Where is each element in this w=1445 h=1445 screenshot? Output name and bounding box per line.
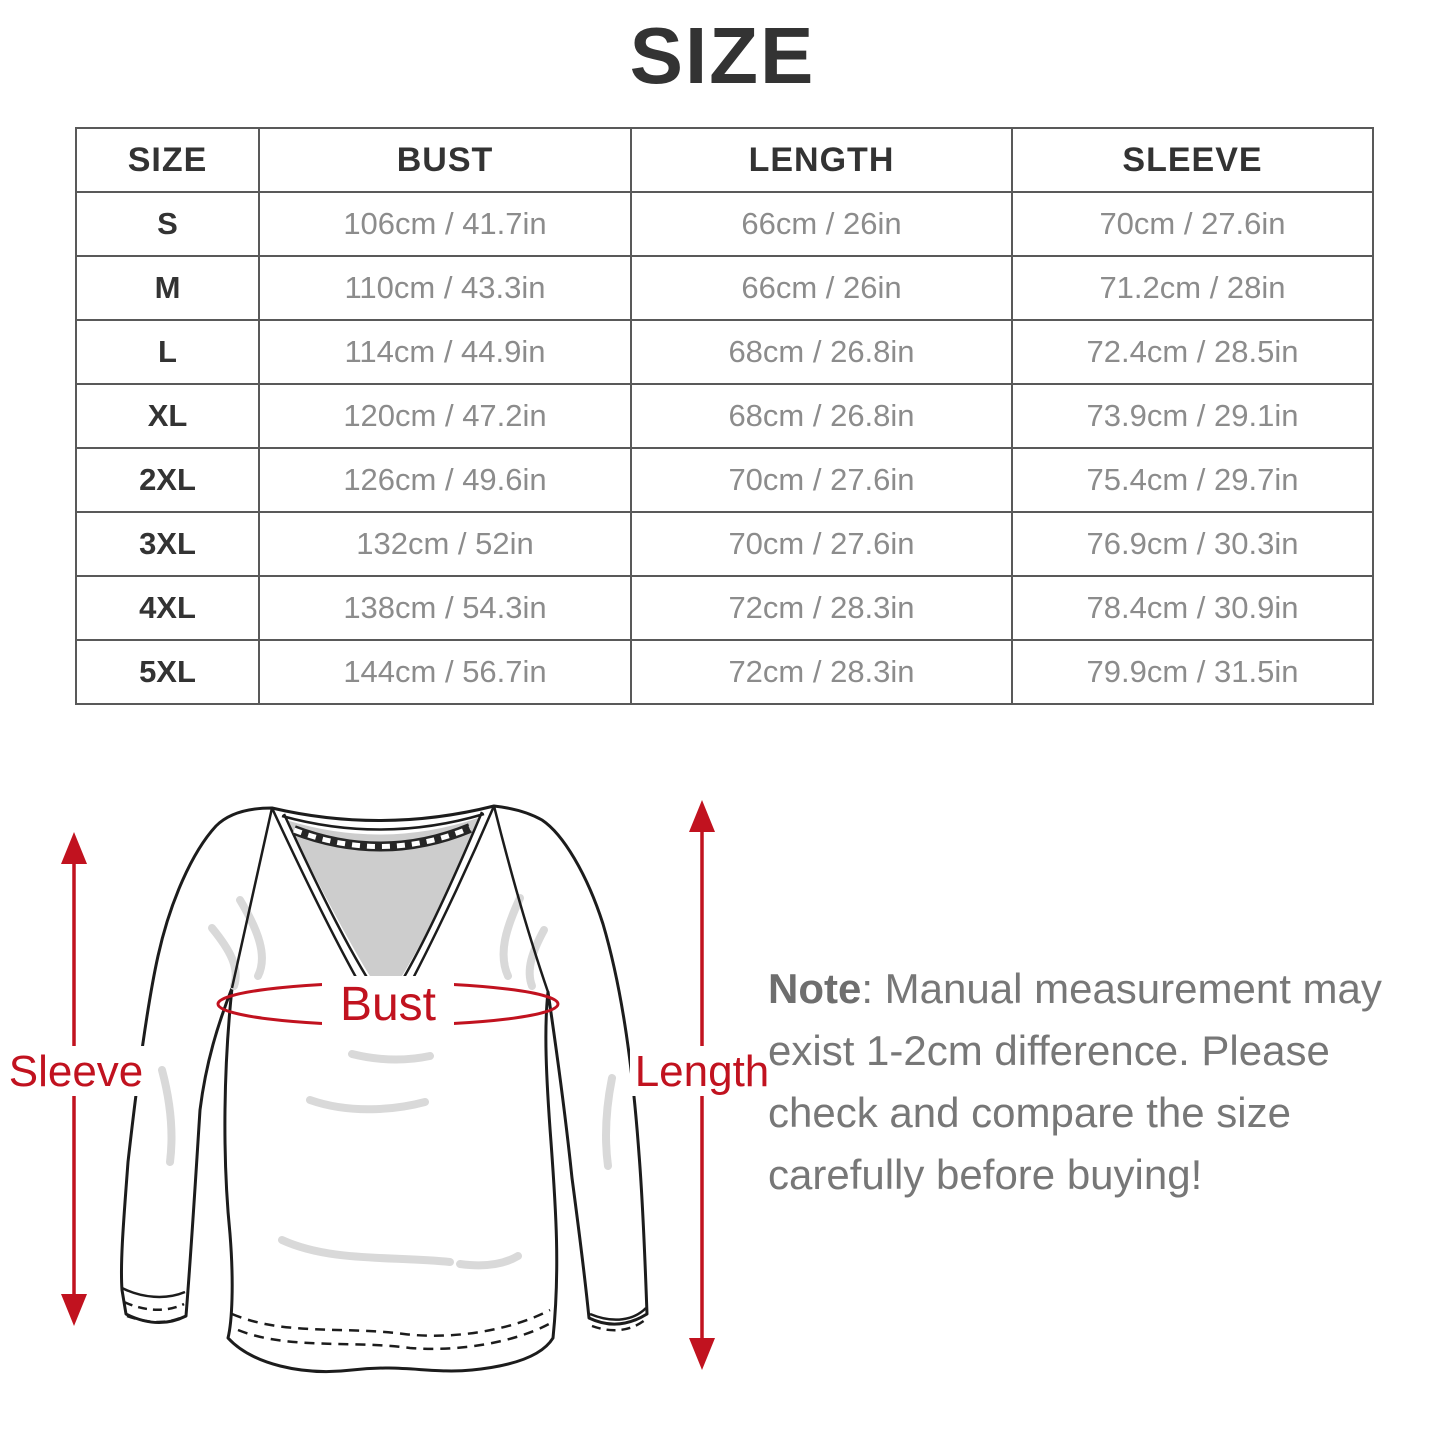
shirt-illustration: Sleeve Length Bust (6, 800, 776, 1374)
page-title: SIZE (629, 11, 816, 100)
bust-cell: 126cm / 49.6in (258, 447, 632, 513)
bust-cell: 106cm / 41.7in (258, 191, 632, 257)
size-cell: 2XL (75, 447, 260, 513)
sleeve-cell: 78.4cm / 30.9in (1011, 575, 1374, 641)
sleeve-cell: 76.9cm / 30.3in (1011, 511, 1374, 577)
fabric-wrinkles (158, 894, 616, 1270)
sleeve-arrow (61, 832, 87, 1326)
bust-label: Bust (340, 978, 436, 1031)
header-bust: BUST (258, 127, 632, 193)
size-cell: XL (75, 383, 260, 449)
header-length: LENGTH (630, 127, 1013, 193)
table-row: M 110cm / 43.3in 66cm / 26in 71.2cm / 28… (75, 255, 1374, 321)
size-cell: M (75, 255, 260, 321)
sleeve-cell: 73.9cm / 29.1in (1011, 383, 1374, 449)
table-row: 3XL 132cm / 52in 70cm / 27.6in 76.9cm / … (75, 511, 1374, 577)
sleeve-cell: 71.2cm / 28in (1011, 255, 1374, 321)
length-label: Length (635, 1047, 770, 1096)
table-row: S 106cm / 41.7in 66cm / 26in 70cm / 27.6… (75, 191, 1374, 257)
size-cell: 3XL (75, 511, 260, 577)
table-row: L 114cm / 44.9in 68cm / 26.8in 72.4cm / … (75, 319, 1374, 385)
sleeve-label: Sleeve (9, 1047, 144, 1096)
length-cell: 72cm / 28.3in (630, 639, 1013, 705)
header-sleeve: SLEEVE (1011, 127, 1374, 193)
table-row: 2XL 126cm / 49.6in 70cm / 27.6in 75.4cm … (75, 447, 1374, 513)
bust-cell: 144cm / 56.7in (258, 639, 632, 705)
length-label-backdrop (630, 1046, 776, 1096)
measurement-figure: Sleeve Length Bust (0, 770, 780, 1400)
bust-cell: 114cm / 44.9in (258, 319, 632, 385)
length-cell: 68cm / 26.8in (630, 383, 1013, 449)
header-size: SIZE (75, 127, 260, 193)
sleeve-cell: 70cm / 27.6in (1011, 191, 1374, 257)
size-chart-table: SIZE BUST LENGTH SLEEVE S 106cm / 41.7in… (75, 127, 1374, 705)
seams-and-stitching (121, 805, 647, 1351)
table-header-row: SIZE BUST LENGTH SLEEVE (75, 127, 1374, 193)
size-cell: L (75, 319, 260, 385)
length-cell: 68cm / 26.8in (630, 319, 1013, 385)
length-cell: 72cm / 28.3in (630, 575, 1013, 641)
sleeve-cell: 75.4cm / 29.7in (1011, 447, 1374, 513)
sleeve-label-backdrop (6, 1046, 146, 1096)
note-label: Note (768, 965, 862, 1012)
bust-cell: 120cm / 47.2in (258, 383, 632, 449)
size-cell: 5XL (75, 639, 260, 705)
bust-cell: 132cm / 52in (258, 511, 632, 577)
length-cell: 70cm / 27.6in (630, 511, 1013, 577)
bust-label-backdrop (322, 976, 454, 1032)
table-row: 5XL 144cm / 56.7in 72cm / 28.3in 79.9cm … (75, 639, 1374, 705)
bust-cell: 138cm / 54.3in (258, 575, 632, 641)
note-text: Note: Manual measurement may exist 1-2cm… (768, 958, 1428, 1206)
length-cell: 66cm / 26in (630, 191, 1013, 257)
length-arrow (689, 800, 715, 1370)
sleeve-cell: 72.4cm / 28.5in (1011, 319, 1374, 385)
table-row: XL 120cm / 47.2in 68cm / 26.8in 73.9cm /… (75, 383, 1374, 449)
sleeve-cell: 79.9cm / 31.5in (1011, 639, 1374, 705)
note-body: : Manual measurement may exist 1-2cm dif… (768, 965, 1382, 1198)
size-cell: S (75, 191, 260, 257)
table-row: 4XL 138cm / 54.3in 72cm / 28.3in 78.4cm … (75, 575, 1374, 641)
size-cell: 4XL (75, 575, 260, 641)
bust-cell: 110cm / 43.3in (258, 255, 632, 321)
shirt-outline (119, 804, 649, 1374)
length-cell: 70cm / 27.6in (630, 447, 1013, 513)
length-cell: 66cm / 26in (630, 255, 1013, 321)
